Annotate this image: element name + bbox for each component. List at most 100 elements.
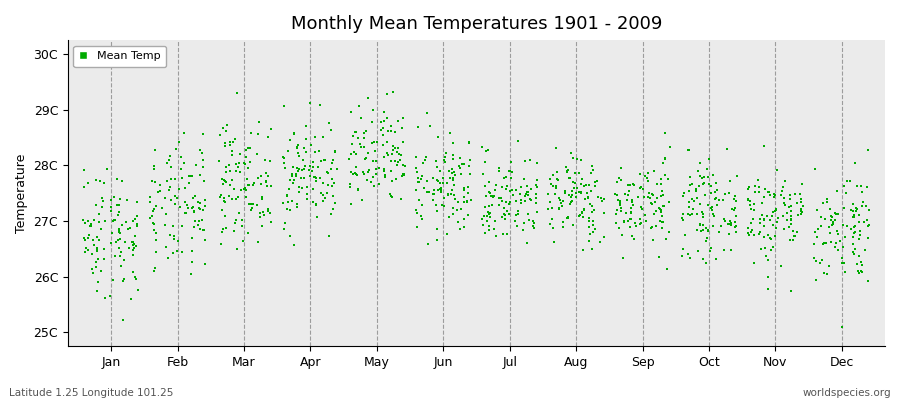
- Point: [781, 204, 796, 210]
- Point: [787, 233, 801, 239]
- Point: [590, 178, 604, 184]
- Point: [752, 231, 766, 237]
- Point: [397, 162, 411, 169]
- Point: [766, 243, 780, 250]
- Point: [553, 196, 567, 203]
- Point: [757, 217, 771, 224]
- Point: [748, 182, 762, 189]
- Point: [501, 211, 516, 217]
- Point: [285, 180, 300, 186]
- Point: [546, 239, 561, 246]
- Point: [218, 140, 232, 146]
- Point: [365, 107, 380, 114]
- Point: [624, 205, 638, 212]
- Point: [482, 189, 497, 196]
- Point: [370, 138, 384, 145]
- Point: [435, 202, 449, 208]
- Point: [761, 256, 776, 263]
- Point: [564, 199, 579, 206]
- Point: [518, 158, 533, 165]
- Point: [414, 202, 428, 208]
- Point: [282, 186, 296, 193]
- Point: [232, 160, 247, 166]
- Point: [440, 179, 454, 186]
- Point: [409, 165, 423, 171]
- Point: [649, 208, 663, 214]
- Point: [716, 197, 731, 203]
- Point: [644, 224, 659, 230]
- Point: [311, 148, 326, 154]
- Point: [616, 255, 630, 262]
- Point: [130, 223, 144, 230]
- Point: [108, 252, 122, 259]
- Point: [541, 191, 555, 197]
- Point: [160, 160, 175, 167]
- Point: [147, 206, 161, 213]
- Point: [554, 202, 569, 209]
- Point: [491, 202, 506, 208]
- Point: [446, 152, 461, 158]
- Point: [126, 269, 140, 275]
- Point: [716, 247, 731, 254]
- Point: [291, 142, 305, 148]
- Point: [108, 217, 122, 224]
- Point: [824, 206, 838, 212]
- Point: [644, 200, 659, 207]
- Point: [566, 222, 580, 228]
- Point: [654, 176, 669, 182]
- Point: [756, 216, 770, 222]
- Point: [149, 248, 164, 255]
- Point: [500, 174, 514, 180]
- Point: [582, 224, 597, 230]
- Point: [289, 170, 303, 177]
- Point: [787, 228, 801, 234]
- Point: [428, 202, 443, 208]
- Point: [701, 226, 716, 233]
- Point: [841, 178, 855, 184]
- Point: [761, 189, 776, 195]
- Point: [158, 221, 173, 228]
- Point: [153, 188, 167, 194]
- Point: [291, 165, 305, 171]
- Point: [296, 144, 310, 151]
- Point: [240, 176, 255, 182]
- Point: [290, 145, 304, 151]
- Point: [851, 219, 866, 225]
- Point: [363, 167, 377, 173]
- Point: [506, 192, 520, 198]
- Point: [588, 183, 602, 189]
- Point: [409, 187, 423, 193]
- Point: [428, 191, 442, 198]
- Point: [451, 219, 465, 226]
- Point: [766, 208, 780, 215]
- Point: [381, 152, 395, 158]
- Point: [837, 259, 851, 266]
- Point: [464, 197, 478, 204]
- Point: [516, 227, 530, 234]
- Point: [112, 236, 126, 243]
- Point: [784, 217, 798, 224]
- Point: [194, 150, 209, 156]
- Point: [81, 180, 95, 186]
- Point: [503, 188, 517, 194]
- Point: [446, 174, 460, 181]
- Point: [641, 194, 655, 200]
- Point: [233, 187, 248, 193]
- Point: [581, 218, 596, 224]
- Point: [524, 186, 538, 192]
- Point: [436, 180, 450, 186]
- Point: [861, 147, 876, 154]
- Point: [230, 90, 245, 96]
- Point: [453, 155, 467, 162]
- Point: [430, 176, 445, 183]
- Point: [519, 183, 534, 190]
- Point: [343, 181, 357, 188]
- Point: [82, 231, 96, 238]
- Point: [391, 144, 405, 151]
- Point: [410, 124, 425, 131]
- Point: [112, 212, 126, 218]
- Point: [168, 146, 183, 153]
- Point: [216, 124, 230, 131]
- Point: [784, 216, 798, 222]
- Point: [285, 164, 300, 171]
